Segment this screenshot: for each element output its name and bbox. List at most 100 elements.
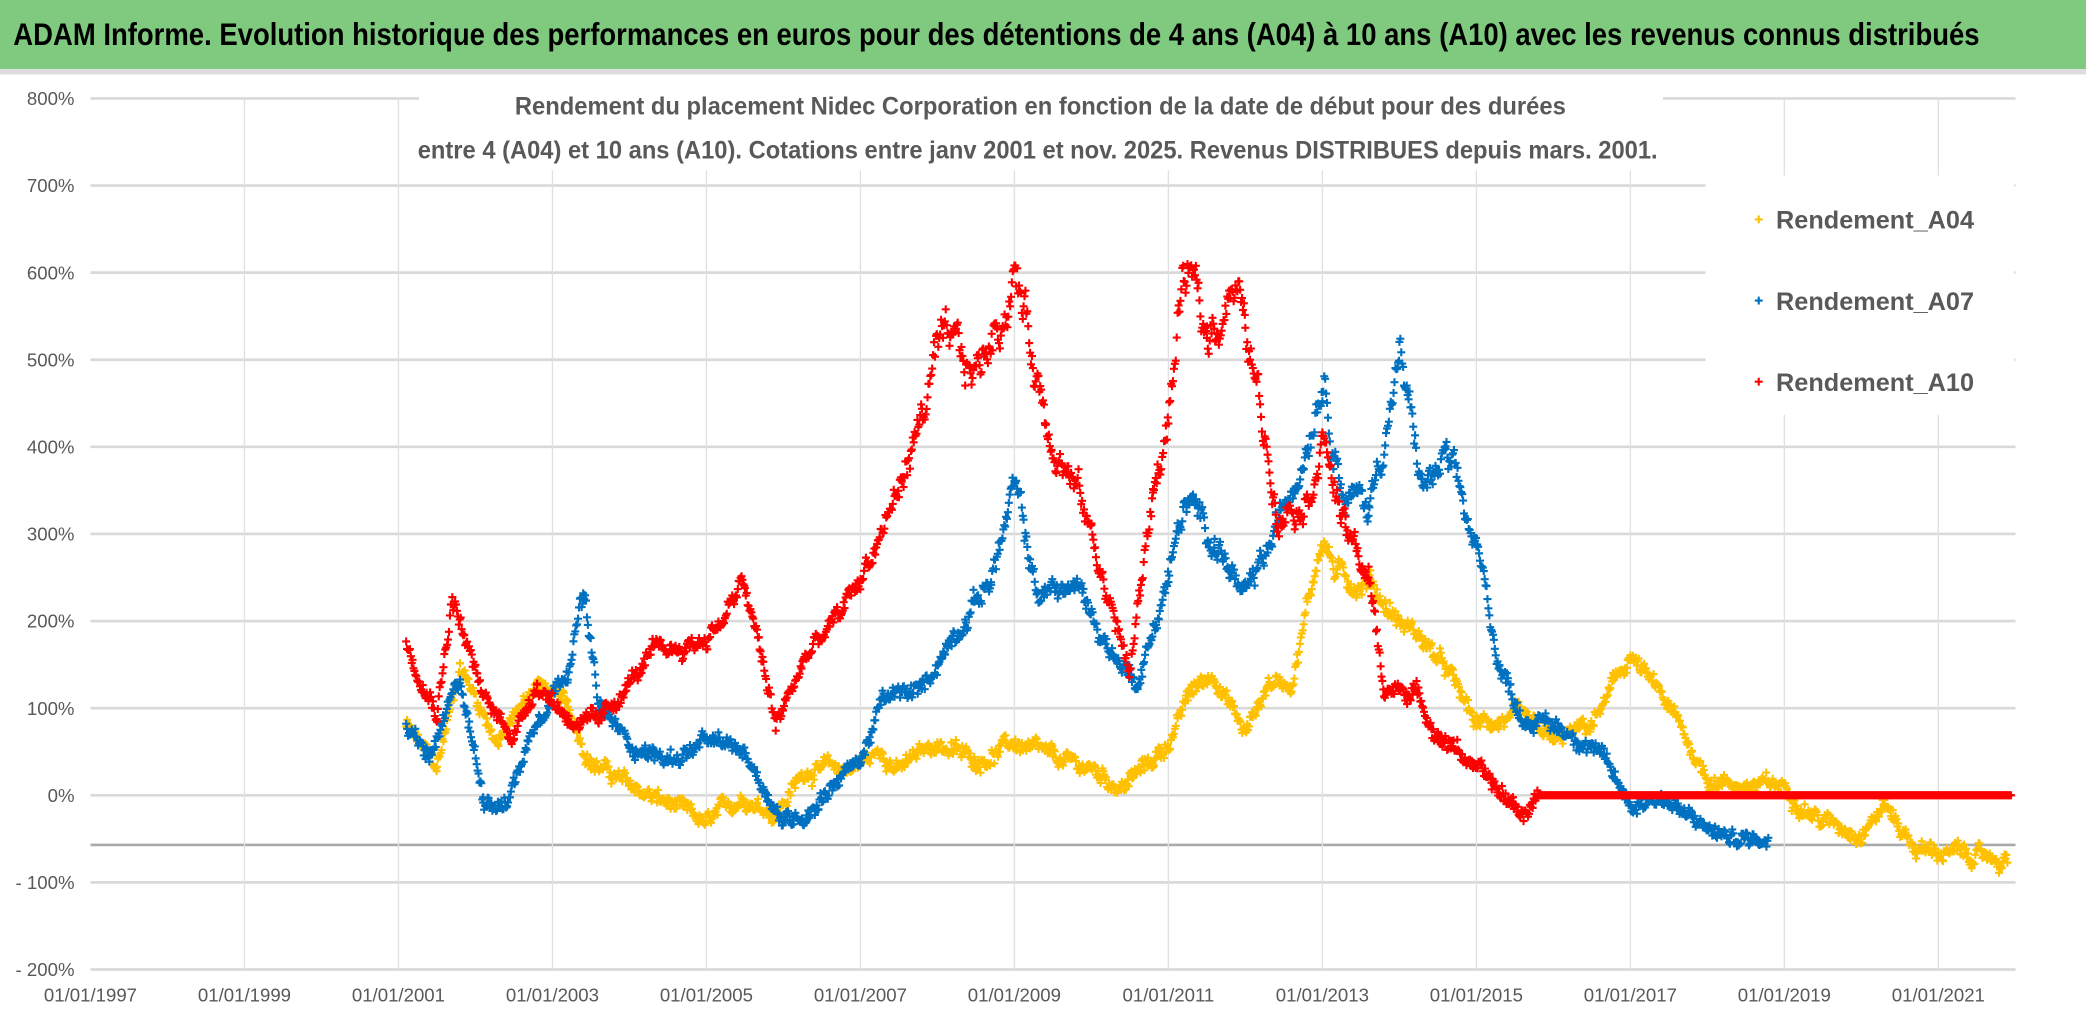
a10-point [476, 676, 484, 685]
a07-point [1484, 604, 1493, 613]
a07-point [1083, 598, 1092, 607]
a10-point [434, 692, 443, 701]
a04-point [487, 725, 496, 734]
a07-point [1321, 374, 1330, 383]
a04-point [1102, 773, 1111, 782]
a07-point [969, 585, 978, 594]
a10-point [1172, 333, 1181, 342]
a07-point [1296, 475, 1305, 484]
a07-point [1259, 561, 1268, 570]
a07-point [1077, 579, 1086, 588]
a04-point [1222, 686, 1231, 695]
a04-point [1762, 768, 1771, 777]
a04-point [1307, 585, 1316, 594]
a07-point [1388, 399, 1397, 408]
a10-point [1056, 450, 1065, 459]
a07-point [966, 608, 975, 617]
a04-point [1985, 849, 1994, 858]
a04-point [508, 719, 517, 728]
a04-point [1381, 596, 1390, 605]
a07-point [1161, 589, 1170, 597]
a10-point [1371, 607, 1380, 616]
a10-point [754, 633, 763, 642]
a04-point [1586, 727, 1595, 736]
a07-point [1313, 408, 1322, 417]
a07-point [591, 670, 600, 679]
a07-point [582, 613, 591, 622]
a07-point [896, 693, 905, 702]
a04-point [1649, 670, 1658, 679]
a10-point [771, 726, 780, 735]
a07-point [463, 709, 472, 718]
a04-point [735, 801, 744, 810]
a04-point [1312, 566, 1321, 575]
a10-point [402, 637, 411, 646]
a10-point [1006, 302, 1015, 311]
a04-point [1800, 800, 1809, 809]
a07-point [781, 817, 790, 826]
a07-point [425, 757, 434, 766]
a07-point [1001, 522, 1010, 531]
a07-point [947, 642, 956, 651]
a04-point [1457, 688, 1466, 697]
a04-point [1216, 683, 1225, 692]
a07-point [1221, 554, 1230, 563]
a07-point [1250, 581, 1259, 590]
a07-point [511, 778, 520, 787]
a10-point [433, 704, 442, 713]
a07-point [1019, 515, 1028, 524]
a07-point [1295, 482, 1304, 491]
a07-point [1379, 461, 1388, 470]
a04-point [1342, 571, 1351, 580]
a04-point [994, 752, 1003, 761]
a10-point [928, 364, 937, 373]
a04-point [1454, 682, 1463, 691]
a07-point [963, 623, 972, 632]
a10-point [1256, 400, 1265, 409]
a07-point [695, 743, 704, 752]
a07-point [876, 700, 885, 709]
a10-point [1091, 543, 1100, 552]
a04-point [604, 762, 613, 771]
a07-point [1323, 413, 1332, 422]
a04-point [432, 762, 441, 771]
a04-point [783, 797, 792, 806]
a07-point [1459, 496, 1468, 505]
data-points [402, 259, 2015, 877]
a07-point [1381, 441, 1390, 450]
a07-point [1365, 503, 1374, 512]
a04-point [1476, 722, 1485, 731]
a07-point [1366, 494, 1375, 503]
a07-point [1358, 486, 1367, 495]
a07-point [519, 757, 528, 766]
a07-point [1409, 422, 1418, 431]
a07-point [641, 741, 650, 750]
a04-point [1551, 737, 1560, 746]
a07-point [1182, 507, 1191, 516]
a07-point [1020, 536, 1029, 545]
a07-point [926, 679, 935, 688]
a07-point [1306, 443, 1315, 452]
a04-point [1603, 691, 1612, 699]
a07-point [998, 534, 1007, 543]
a07-point [411, 724, 420, 733]
a07-point [1335, 474, 1343, 483]
a07-point [1195, 498, 1204, 507]
a04-point [1230, 702, 1239, 711]
a07-point [1404, 395, 1413, 404]
a04-point [1558, 739, 1567, 748]
a04-point [2002, 851, 2011, 859]
a07-point [1318, 397, 1327, 406]
a07-point [1310, 428, 1319, 437]
a04-point [1257, 702, 1266, 711]
a04-point [473, 698, 482, 707]
a07-point [764, 791, 773, 800]
a07-point [814, 805, 823, 814]
header-bar [0, 0, 2086, 70]
a04-point [786, 791, 795, 800]
a07-point [666, 745, 675, 754]
a07-point [977, 599, 986, 608]
a04-point [1294, 647, 1303, 656]
a10-point [445, 627, 453, 636]
a10-point [1241, 323, 1250, 332]
